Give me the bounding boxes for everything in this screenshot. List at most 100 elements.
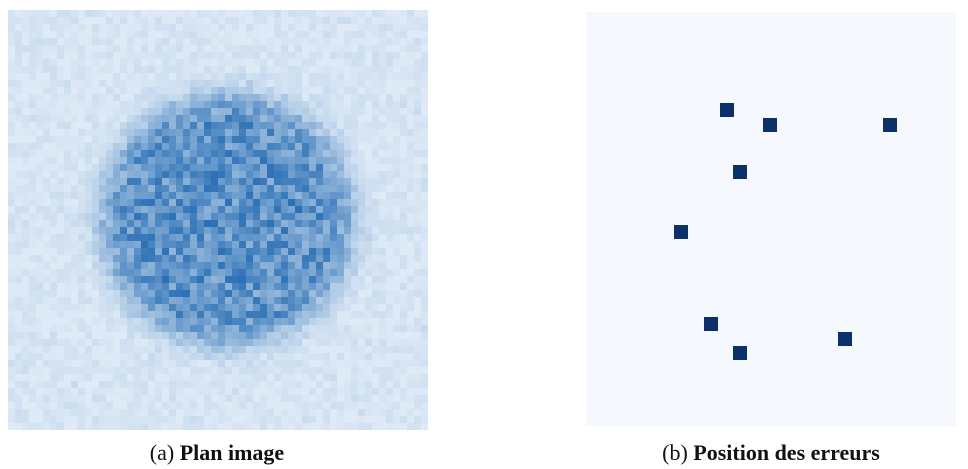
pixel [127,52,134,59]
pixel [29,339,36,346]
pixel [8,234,15,241]
pixel [386,255,393,262]
pixel [99,227,106,234]
pixel [36,402,43,409]
pixel [337,276,344,283]
pixel [50,52,57,59]
pixel [71,87,78,94]
pixel [316,241,323,248]
pixel [274,213,281,220]
pixel [29,269,36,276]
pixel [365,234,372,241]
pixel [36,66,43,73]
pixel [71,374,78,381]
pixel [316,367,323,374]
pixel [204,87,211,94]
pixel [225,59,232,66]
pixel [281,59,288,66]
pixel [8,416,15,423]
pixel [253,52,260,59]
pixel [309,31,316,38]
pixel [288,402,295,409]
pixel [183,416,190,423]
pixel [225,423,232,430]
pixel [358,367,365,374]
pixel [176,178,183,185]
pixel [414,24,421,31]
pixel [372,38,379,45]
pixel [36,108,43,115]
pixel [85,367,92,374]
pixel [190,206,197,213]
pixel [169,262,176,269]
pixel [211,150,218,157]
pixel [260,171,267,178]
pixel [64,318,71,325]
pixel [225,276,232,283]
pixel [43,332,50,339]
pixel [414,122,421,129]
pixel [323,311,330,318]
pixel [218,388,225,395]
pixel [183,59,190,66]
pixel [29,248,36,255]
pixel [253,234,260,241]
pixel [295,129,302,136]
pixel [274,192,281,199]
pixel [204,101,211,108]
pixel [232,339,239,346]
pixel [50,108,57,115]
pixel [127,178,134,185]
pixel [92,262,99,269]
pixel [43,192,50,199]
pixel [232,59,239,66]
pixel [393,115,400,122]
pixel [22,269,29,276]
pixel [78,234,85,241]
pixel [407,66,414,73]
pixel [106,66,113,73]
pixel [260,213,267,220]
pixel [316,73,323,80]
pixel [57,136,64,143]
pixel [232,192,239,199]
pixel [288,31,295,38]
pixel [232,227,239,234]
pixel [337,150,344,157]
pixel [225,31,232,38]
pixel [148,332,155,339]
error-marker [838,332,852,346]
pixel [92,38,99,45]
pixel [309,276,316,283]
pixel [211,192,218,199]
pixel [43,318,50,325]
pixel [8,80,15,87]
pixel [414,262,421,269]
pixel [407,297,414,304]
pixel [29,318,36,325]
pixel [43,94,50,101]
pixel [309,353,316,360]
pixel [211,129,218,136]
pixel [253,227,260,234]
pixel [71,388,78,395]
pixel [106,332,113,339]
pixel [71,297,78,304]
pixel [106,94,113,101]
pixel [267,423,274,430]
pixel [393,213,400,220]
pixel [211,304,218,311]
pixel [155,227,162,234]
pixel [225,185,232,192]
pixel [8,374,15,381]
pixel [400,206,407,213]
pixel [344,409,351,416]
pixel [386,115,393,122]
pixel [372,248,379,255]
pixel [393,31,400,38]
pixel [50,17,57,24]
pixel [92,311,99,318]
pixel [71,73,78,80]
pixel [120,199,127,206]
pixel [197,388,204,395]
